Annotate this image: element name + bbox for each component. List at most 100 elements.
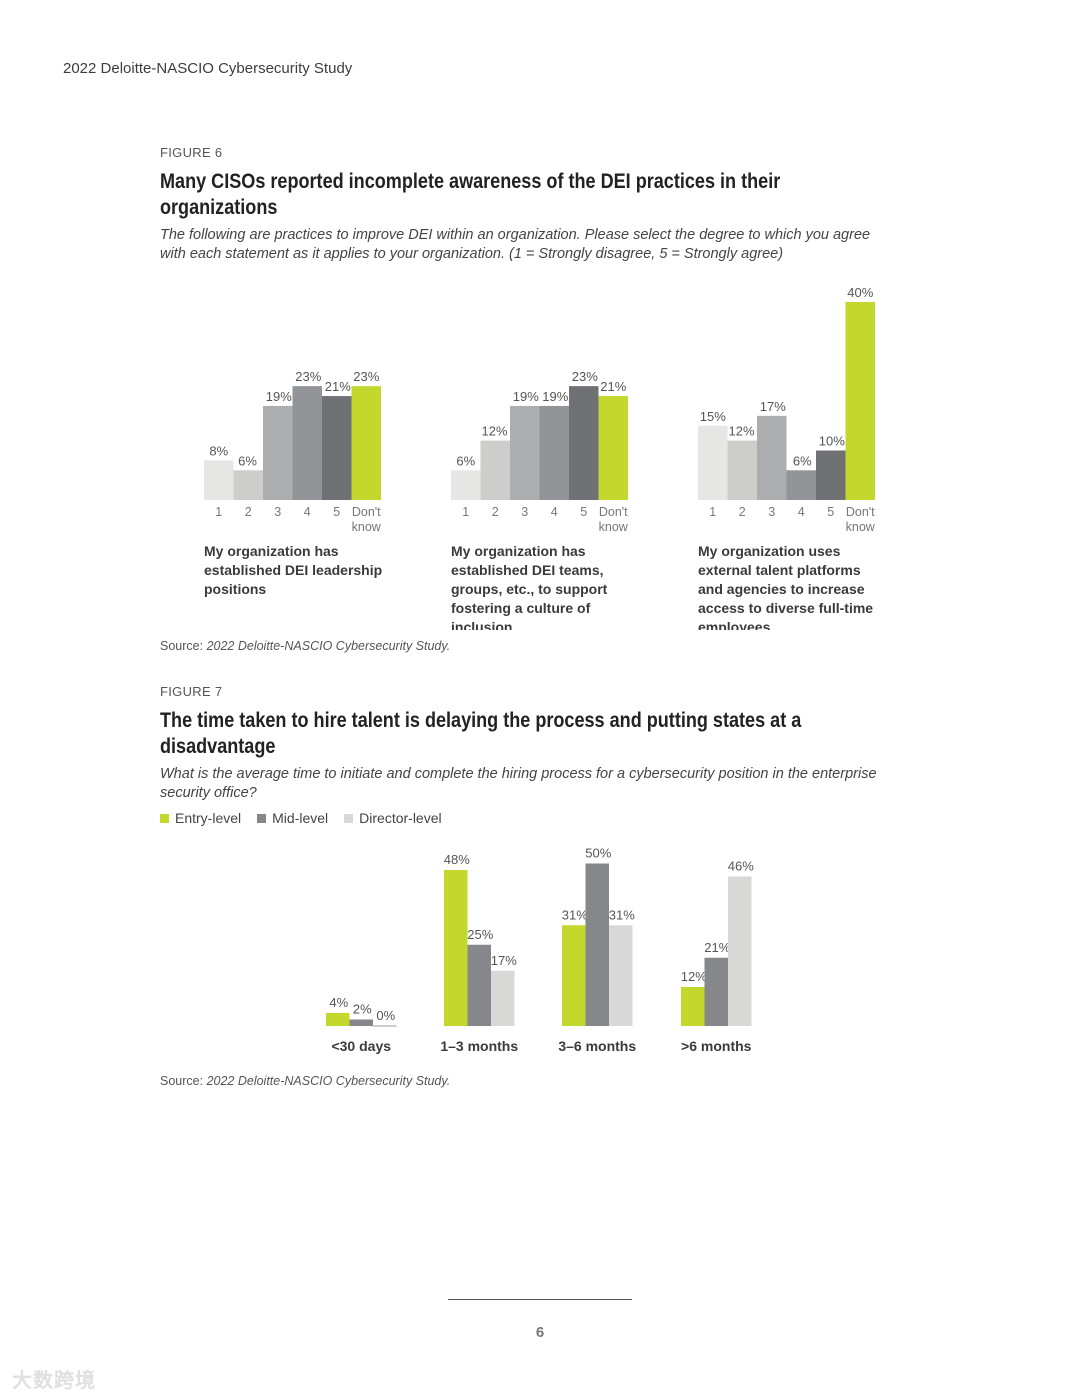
data-label: 6% (238, 453, 257, 468)
tick-label: Don't (846, 505, 875, 519)
bar (263, 405, 293, 500)
data-label: 15% (700, 409, 726, 424)
figure-7-source: Source: 2022 Deloitte-NASCIO Cybersecuri… (160, 1074, 450, 1088)
bar (326, 1013, 350, 1026)
tick-label: 3 (274, 505, 281, 519)
tick-label: 5 (333, 505, 340, 519)
data-label: 12% (681, 969, 707, 984)
data-label: 19% (266, 389, 292, 404)
legend-swatch-light (344, 813, 354, 823)
chart-caption: My organization uses (698, 543, 841, 559)
legend-swatch-gray (257, 813, 267, 823)
report-header: 2022 Deloitte-NASCIO Cybersecurity Study (63, 60, 353, 77)
legend-entry-level: Entry-level (160, 810, 241, 826)
data-label: 6% (456, 453, 475, 468)
data-label: 31% (609, 907, 635, 922)
data-label: 17% (491, 953, 517, 968)
category-label: 1–3 months (440, 1038, 518, 1054)
tick-label: know (352, 520, 382, 534)
figure-7-source-text: 2022 Deloitte-NASCIO Cybersecurity Study… (206, 1074, 451, 1088)
chart-caption: My organization has (451, 543, 586, 559)
data-label: 8% (209, 443, 228, 458)
data-label: 2% (353, 1002, 372, 1017)
tick-label: 1 (215, 505, 222, 519)
bar (480, 440, 510, 500)
data-label: 23% (295, 369, 321, 384)
data-label: 25% (467, 927, 493, 942)
bar (292, 386, 322, 500)
figure-6-source: Source: 2022 Deloitte-NASCIO Cybersecuri… (160, 639, 450, 653)
data-label: 21% (600, 379, 626, 394)
bar (698, 425, 728, 500)
bar (727, 440, 757, 500)
data-label: 23% (572, 369, 598, 384)
data-label: 6% (793, 453, 812, 468)
figure-6-subtitle: The following are practices to improve D… (160, 227, 871, 262)
data-label: 23% (353, 369, 379, 384)
bar (609, 925, 633, 1026)
category-label: >6 months (681, 1038, 752, 1054)
bar (322, 396, 352, 500)
figure-7-label: FIGURE 7 (160, 684, 223, 699)
legend-label: Director-level (359, 810, 442, 826)
legend-label: Mid-level (272, 810, 329, 826)
legend-mid-level: Mid-level (257, 810, 328, 826)
chart-caption: access to diverse full-time (698, 600, 873, 616)
data-label: 12% (728, 424, 754, 439)
tick-label: know (599, 520, 629, 534)
data-label: 31% (562, 907, 588, 922)
figure-7-source-prefix: Source: (160, 1074, 207, 1088)
bar (728, 876, 752, 1026)
bar (510, 405, 540, 500)
chart-caption: fostering a culture of (451, 600, 591, 616)
tick-label: know (846, 520, 876, 534)
tick-label: 2 (245, 505, 252, 519)
bar (349, 1019, 373, 1026)
data-label: 50% (585, 846, 611, 861)
figure-6-source-text: 2022 Deloitte-NASCIO Cybersecurity Study… (206, 639, 451, 653)
legend-director-level: Director-level (344, 810, 442, 826)
bar (233, 470, 263, 500)
tick-label: 3 (521, 505, 528, 519)
data-label: 0% (376, 1008, 395, 1023)
figure-6-source-prefix: Source: (160, 639, 207, 653)
tick-label: Don't (352, 505, 381, 519)
bar (598, 396, 628, 500)
chart-caption: positions (204, 581, 266, 597)
bar (204, 460, 234, 500)
data-label: 48% (444, 852, 470, 867)
bar (681, 987, 705, 1026)
bar (585, 863, 609, 1026)
tick-label: 3 (768, 505, 775, 519)
figure-7-legend: Entry-level Mid-level Director-level (160, 810, 442, 826)
chart-caption: employees (698, 619, 771, 630)
chart-caption: My organization has (204, 543, 339, 559)
tick-label: 4 (551, 505, 558, 519)
bar (757, 415, 787, 500)
legend-swatch-green (160, 813, 169, 823)
footer-divider (448, 1299, 632, 1300)
page-number: 6 (535, 1324, 545, 1341)
tick-label: 5 (827, 505, 834, 519)
bar (351, 386, 381, 500)
figure-6-title: Many CISOs reported incomplete awareness… (160, 170, 781, 219)
chart-caption: groups, etc., to support (451, 581, 608, 597)
figure-6-label: FIGURE 6 (160, 145, 223, 160)
chart-caption: external talent platforms (698, 562, 861, 578)
tick-label: 4 (304, 505, 311, 519)
data-label: 10% (819, 434, 845, 449)
bar (704, 957, 728, 1026)
data-label: 4% (329, 995, 348, 1010)
bar (569, 386, 599, 500)
bar (444, 870, 468, 1026)
bar (816, 450, 846, 500)
chart-caption: established DEI leadership (204, 562, 382, 578)
tick-label: 1 (709, 505, 716, 519)
tick-label: 2 (492, 505, 499, 519)
data-label: 40% (847, 285, 873, 300)
tick-label: 2 (739, 505, 746, 519)
legend-label: Entry-level (175, 810, 242, 826)
tick-label: 5 (580, 505, 587, 519)
chart-caption: inclusion (451, 619, 512, 630)
